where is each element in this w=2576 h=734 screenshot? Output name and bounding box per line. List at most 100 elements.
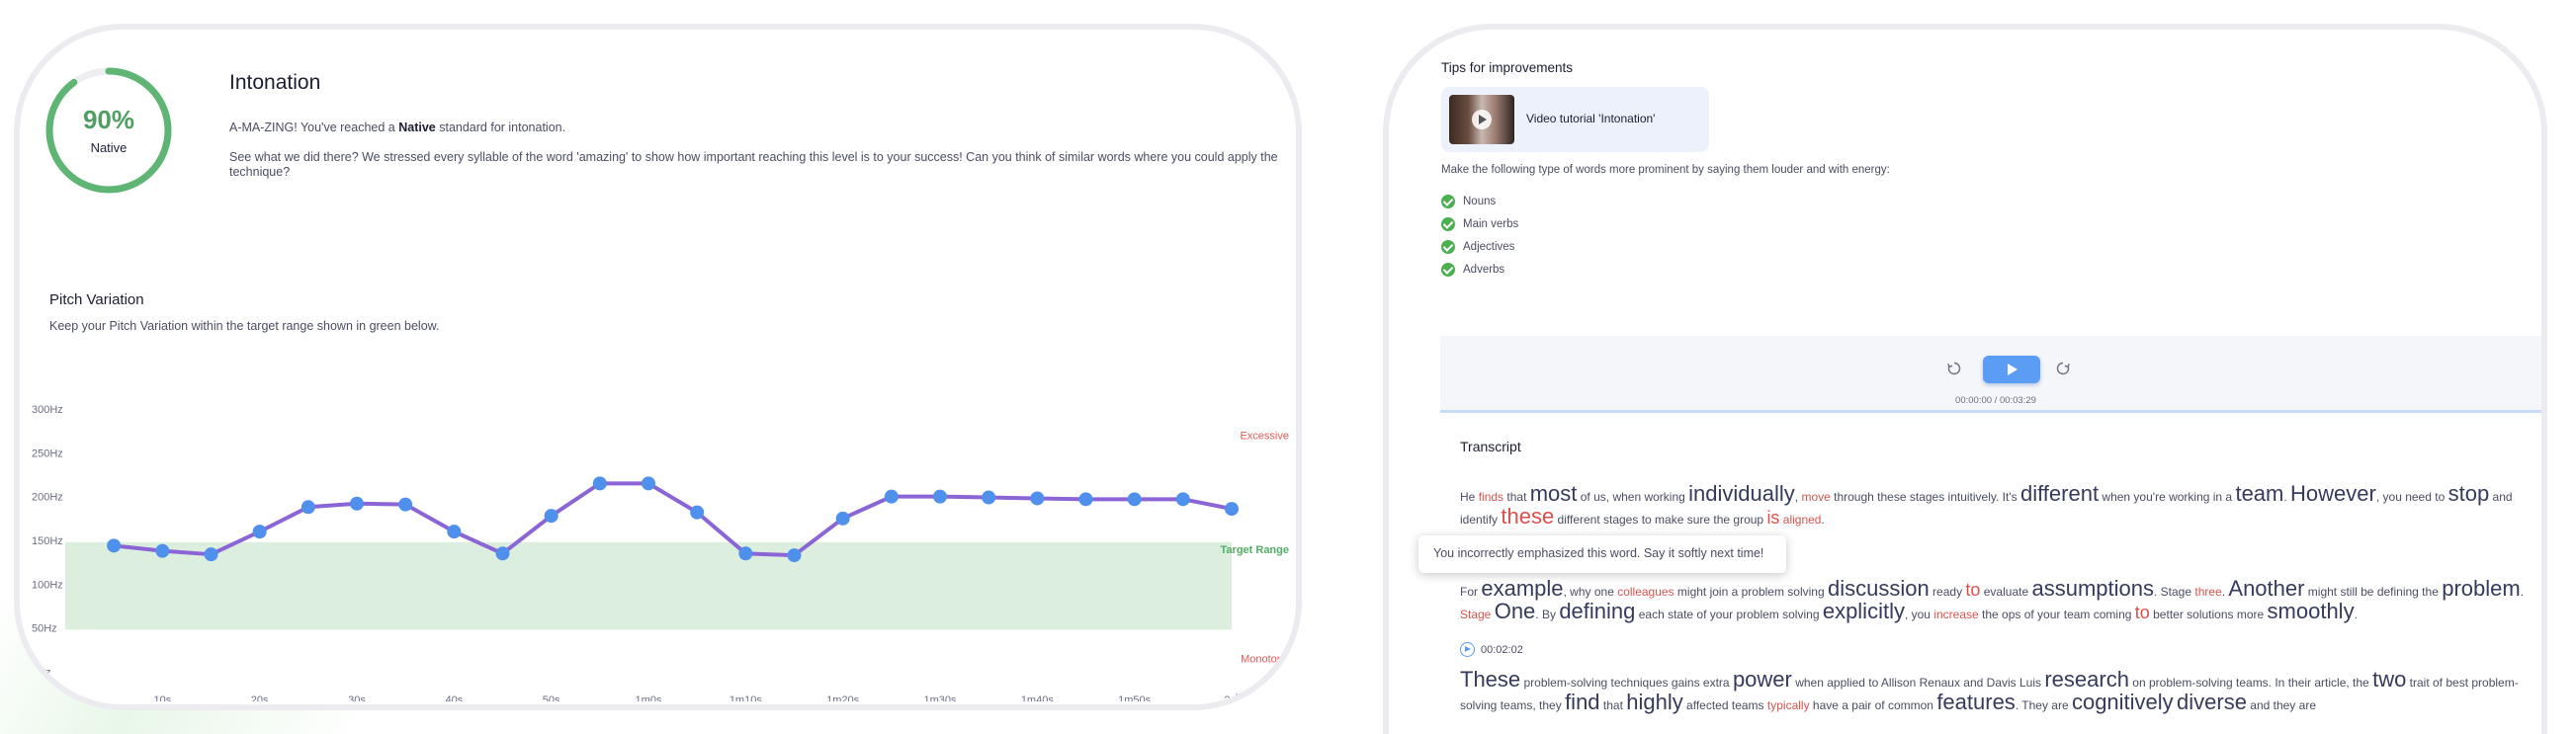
play-icon (1472, 110, 1492, 129)
emphasized-word[interactable]: stop (2447, 481, 2490, 506)
emphasized-word[interactable]: problem (2442, 576, 2521, 601)
y-tick-label: 50Hz (32, 623, 57, 635)
emphasized-word[interactable]: assumptions (2031, 576, 2154, 601)
emphasized-word[interactable]: Another (2228, 576, 2305, 601)
word-type-item: Main verbs (1441, 212, 1518, 235)
pitch-data-point (301, 500, 315, 515)
emphasized-word[interactable]: two (2372, 667, 2407, 692)
emphasized-word[interactable]: Stage (1460, 608, 1492, 621)
tips-intro: Make the following type of words more pr… (1441, 164, 1890, 176)
transcript-text: that (1599, 698, 1627, 712)
emphasized-word[interactable]: cognitively (2071, 690, 2174, 714)
play-button[interactable] (1983, 356, 2040, 383)
emphasized-word[interactable]: One (1494, 599, 1536, 623)
emphasized-word[interactable]: move (1801, 490, 1831, 504)
pitch-data-point (835, 511, 850, 526)
score-ring-graphic (45, 67, 172, 194)
emphasized-word[interactable]: to (2134, 603, 2150, 622)
pitch-data-point (1225, 502, 1239, 517)
target-range-label: Target Range (1221, 544, 1289, 556)
emphasized-word[interactable]: three (2194, 585, 2222, 599)
x-tick-label: 1m10s (730, 694, 763, 701)
emphasized-word[interactable]: different (2019, 481, 2100, 506)
pitch-data-point (544, 509, 558, 524)
emphasized-word[interactable]: typically (1766, 698, 1810, 712)
timestamp-text[interactable]: 00:02:02 (1481, 643, 1523, 656)
transcript-text: evaluate (1980, 585, 2032, 599)
transcript-text: affected teams (1682, 698, 1767, 712)
intonation-card: 90% Native Intonation A-MA-ZING! You've … (14, 24, 1302, 710)
x-tick-label: 50s (543, 694, 560, 701)
video-tutorial-card[interactable]: Video tutorial 'Intonation' (1441, 87, 1709, 152)
emphasized-word[interactable]: explicitly (1822, 599, 1905, 623)
transcript-timestamp[interactable]: 00:02:02 (1460, 642, 1523, 657)
emphasized-word[interactable]: colleagues (1617, 585, 1674, 599)
emphasized-word[interactable]: most (1529, 481, 1578, 506)
transcript-text: different stages to make sure the group (1554, 513, 1767, 527)
word-type-item: Adverbs (1441, 258, 1518, 281)
emphasized-word[interactable]: highly (1626, 690, 1683, 714)
video-thumbnail[interactable] (1449, 95, 1514, 144)
emphasized-word[interactable]: defining (1559, 599, 1636, 623)
emphasized-word[interactable]: discussion (1828, 576, 1930, 601)
emphasized-word[interactable]: These (1460, 667, 1521, 692)
emphasized-word[interactable]: find (1565, 690, 1600, 714)
transcript-text: the ops of your team coming (1978, 608, 2135, 621)
score-label: Native (90, 140, 128, 155)
transcript-text: ready (1929, 585, 1966, 599)
intonation-explanation: See what we did there? We stressed every… (229, 150, 1278, 179)
transcript-text: . (1821, 513, 1825, 527)
pitch-data-point (495, 546, 510, 561)
transcript-text: each state of your problem solving (1635, 608, 1823, 621)
transcript-paragraph: For example, why one colleagues might jo… (1460, 576, 2537, 624)
emphasized-word[interactable]: team (2235, 481, 2284, 506)
y-tick-label: 250Hz (32, 448, 63, 459)
emphasized-word[interactable]: aligned (1782, 513, 1822, 527)
tips-card: Tips for improvements Video tutorial 'In… (1383, 24, 2547, 734)
transcript-text: have a pair of common (1809, 698, 1937, 712)
emphasized-word[interactable]: increase (1933, 608, 1979, 621)
rewind-icon[interactable] (1946, 361, 1962, 376)
video-tutorial-label[interactable]: Video tutorial 'Intonation' (1526, 112, 1656, 125)
pitch-variation-title: Pitch Variation (49, 291, 144, 308)
emphasized-word[interactable]: these (1501, 504, 1555, 529)
emphasized-word[interactable]: example (1481, 576, 1564, 601)
horizontal-scrollbar[interactable] (49, 704, 1302, 710)
emphasized-word[interactable]: However (2290, 481, 2376, 506)
emphasis-tooltip: You incorrectly emphasized this word. Sa… (1418, 535, 1786, 573)
transcript-paragraph: He finds that most of us, when working i… (1460, 481, 2537, 530)
pitch-data-point (1030, 491, 1045, 506)
pitch-data-point (1175, 492, 1190, 507)
word-type-item: Nouns (1441, 190, 1518, 212)
transcript-text: might join a problem solving (1674, 585, 1828, 599)
emphasized-word[interactable]: smoothly (2267, 599, 2355, 623)
emphasized-word[interactable]: research (2044, 667, 2129, 692)
transcript-text: of us, when working (1577, 490, 1689, 504)
pitch-data-point (398, 497, 413, 512)
y-tick-label: 200Hz (32, 492, 63, 504)
x-tick-label: 40s (445, 694, 463, 701)
x-tick-label: 20s (251, 694, 269, 701)
emphasized-word[interactable]: diverse (2177, 690, 2247, 714)
emphasized-word[interactable]: individually (1688, 481, 1795, 506)
transcript-text: He (1460, 490, 1479, 504)
y-tick-label: 300Hz (32, 404, 63, 416)
word-type-list: Nouns Main verbs Adjectives Adverbs (1441, 190, 1518, 281)
pitch-variation-subtitle: Keep your Pitch Variation within the tar… (49, 319, 440, 333)
pitch-data-point (738, 546, 753, 561)
transcript-text: through these stages intuitively. It's (1830, 490, 2020, 504)
word-type-label: Adverbs (1463, 263, 1505, 276)
play-circle-icon[interactable] (1460, 642, 1475, 657)
emphasized-word[interactable]: is (1766, 508, 1780, 528)
pitch-data-point (155, 543, 170, 558)
emphasized-word[interactable]: features (1936, 690, 2016, 714)
emphasized-word[interactable]: to (1965, 580, 1981, 600)
emphasized-word[interactable]: finds (1478, 490, 1504, 504)
forward-icon[interactable] (2055, 361, 2071, 376)
transcript-text: trait of best problem-solving teams, the… (1460, 676, 2519, 712)
scrollbar-thumb[interactable] (49, 704, 753, 710)
pitch-data-point (107, 538, 122, 553)
emphasized-word[interactable]: power (1732, 667, 1792, 692)
transcript-text: , why one (1563, 585, 1618, 599)
word-type-label: Nouns (1463, 195, 1497, 207)
